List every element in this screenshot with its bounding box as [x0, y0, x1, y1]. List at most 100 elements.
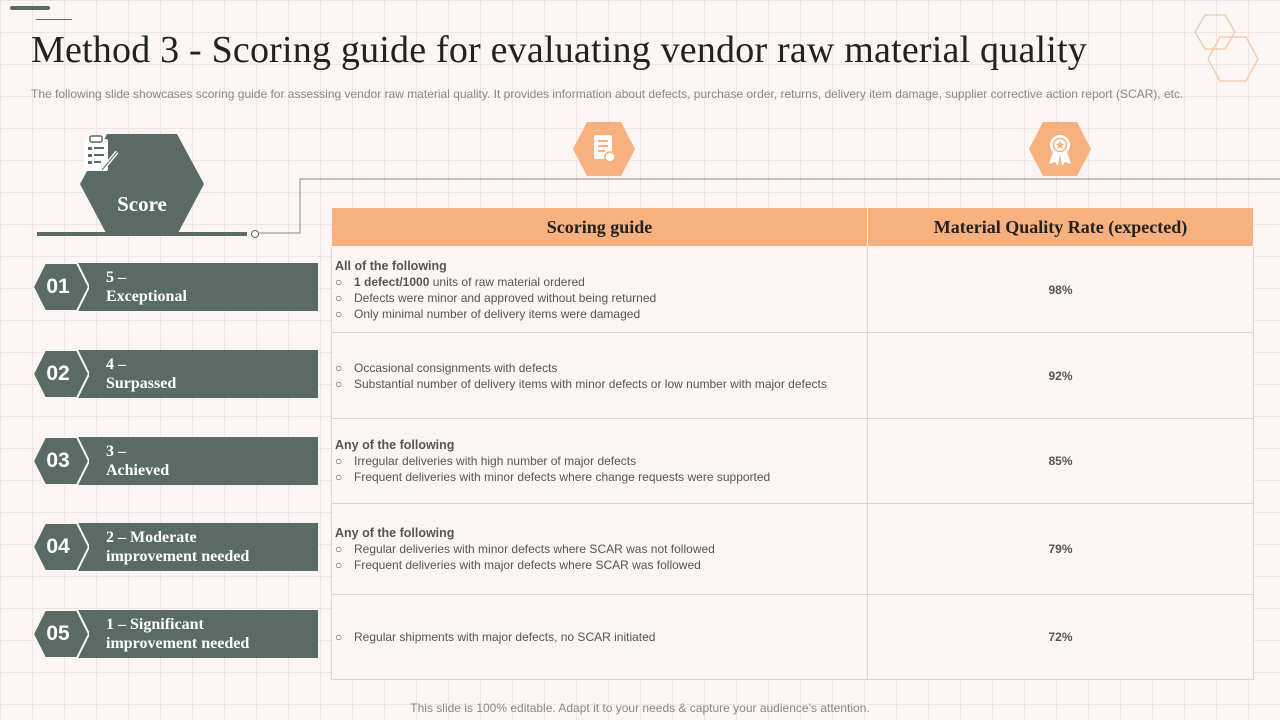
scoring-table: Scoring guide Material Quality Rate (exp… [331, 207, 1254, 680]
list-item: ○ Irregular deliveries with high number o… [335, 453, 864, 469]
score-badge: Score [80, 134, 204, 235]
level-bar [77, 350, 318, 398]
bullet-icon: ○ [335, 290, 343, 305]
score-level-5: 05 1 – Significant improvement needed [33, 610, 323, 658]
bullet-icon: ○ [335, 376, 343, 391]
bullet-bold: 1 defect/1000 [354, 274, 430, 289]
row-heading: All of the following [335, 258, 447, 273]
level-bar [77, 610, 318, 658]
level-label-line2: Surpassed [106, 375, 177, 392]
list-item: ○ Regular shipments with major defects, n… [335, 629, 864, 645]
level-hexagon [33, 437, 89, 485]
bullet-text: Frequent deliveries with major defects w… [354, 558, 701, 572]
level-bar [77, 437, 318, 485]
page-subtitle: The following slide showcases scoring gu… [31, 87, 1184, 101]
bullet-text: Regular shipments with major defects, no… [354, 630, 656, 644]
rate-cell: 98% [867, 246, 1254, 333]
level-label-line2: improvement needed [106, 635, 250, 652]
bullet-icon: ○ [335, 454, 343, 468]
clipboard-pen-icon [84, 135, 119, 172]
guide-cell: ○ Regular shipments with major defects, n… [331, 594, 868, 680]
level-label: 3 – Achieved [106, 437, 316, 485]
level-number: 02 [46, 362, 70, 385]
level-bar [77, 523, 318, 571]
level-label-line1: 1 – Significant [106, 616, 204, 633]
level-bar [77, 263, 318, 311]
bullet-icon: ○ [335, 274, 343, 289]
bullet-text: Irregular deliveries with high number of… [354, 454, 637, 468]
level-hexagon [33, 350, 89, 398]
level-hexagon [33, 610, 89, 658]
score-underline [37, 232, 247, 236]
level-label-line1: 3 – [106, 443, 126, 460]
score-level-3: 03 3 – Achieved [33, 437, 323, 485]
row-heading: Any of the following [335, 526, 455, 540]
footer-note: This slide is 100% editable. Adapt it to… [410, 701, 870, 715]
top-accent-bar [10, 6, 50, 10]
connector-line [258, 178, 1280, 234]
list-item: ○ Only minimal number of delivery items w… [335, 306, 864, 322]
connector-dot [251, 230, 259, 238]
guide-cell: Any of the following ○ Regular deliveries… [331, 503, 868, 595]
level-label: 1 – Significant improvement needed [106, 610, 316, 658]
list-item: ○ Frequent deliveries with major defects … [335, 557, 864, 573]
bullet-text: Occasional consignments with defects [354, 360, 558, 375]
award-ribbon-icon [1049, 135, 1071, 166]
rate-cell: 72% [867, 594, 1254, 680]
row-heading: Any of the following [335, 438, 455, 452]
bullet-text: Defects were minor and approved without … [354, 290, 657, 305]
score-level-2: 02 4 – Surpassed [33, 350, 323, 398]
list-item: ○ 1 defect/1000 units of raw material ord… [335, 274, 864, 290]
rate-cell: 92% [867, 332, 1254, 419]
level-hexagon [33, 263, 89, 311]
level-label: 5 – Exceptional [106, 263, 316, 311]
guide-cell: All of the following ○ 1 defect/1000 unit… [331, 246, 868, 333]
score-level-4: 04 2 – Moderate improvement needed [33, 523, 323, 571]
list-item: ○ Frequent deliveries with minor defects … [335, 469, 864, 485]
level-label-line1: 5 – [106, 269, 126, 286]
level-label: 4 – Surpassed [106, 350, 316, 398]
bullet-icon: ○ [335, 306, 343, 321]
bullet-text: Frequent deliveries with minor defects w… [354, 470, 771, 484]
level-number: 04 [46, 535, 70, 558]
rate-cell: 79% [867, 503, 1254, 595]
bullet-text: Only minimal number of delivery items we… [354, 306, 641, 321]
level-label: 2 – Moderate improvement needed [106, 523, 316, 571]
hexagon-decoration [1194, 14, 1259, 82]
table-row: ○ Regular shipments with major defects, n… [331, 594, 1254, 680]
table-row: Any of the following ○ Regular deliveries… [331, 503, 1254, 595]
table-row: All of the following ○ 1 defect/1000 unit… [331, 246, 1254, 333]
score-level-1: 01 5 – Exceptional [33, 263, 323, 311]
top-accent-line [36, 19, 72, 20]
list-item: ○ Substantial number of delivery items wi… [335, 376, 864, 392]
header-quality-rate: Material Quality Rate (expected) [867, 207, 1254, 247]
quality-rate-badge [1029, 122, 1091, 176]
bullet-text: Substantial number of delivery items wit… [354, 376, 827, 391]
table-header-row: Scoring guide Material Quality Rate (exp… [331, 207, 1254, 247]
list-item: ○ Occasional consignments with defects [335, 360, 864, 376]
table-row: ○ Occasional consignments with defects ○ S… [331, 332, 1254, 419]
list-item: ○ Regular deliveries with minor defects w… [335, 541, 864, 557]
level-label-line2: Achieved [106, 462, 170, 479]
level-label-line1: 4 – [106, 356, 126, 373]
bullet-icon: ○ [335, 558, 343, 572]
bullet-icon: ○ [335, 470, 343, 484]
bullet-icon: ○ [335, 360, 343, 375]
header-scoring-guide: Scoring guide [331, 207, 868, 247]
guide-cell: ○ Occasional consignments with defects ○ S… [331, 332, 868, 419]
level-label-line2: Exceptional [106, 288, 187, 305]
bullet-icon: ○ [335, 542, 343, 556]
table-row: Any of the following ○ Irregular deliveri… [331, 418, 1254, 504]
scoring-guide-badge [573, 122, 635, 176]
bullet-icon: ○ [335, 630, 343, 644]
score-label: Score [117, 192, 167, 216]
level-label-line1: 2 – Moderate [106, 529, 197, 546]
page-title: Method 3 - Scoring guide for evaluating … [31, 29, 1087, 71]
level-number: 03 [46, 449, 70, 472]
level-number: 05 [46, 622, 70, 645]
level-label-line2: improvement needed [106, 548, 250, 565]
rate-cell: 85% [867, 418, 1254, 504]
bullet-text: units of raw material ordered [429, 274, 585, 289]
bullet-text: Regular deliveries with minor defects wh… [354, 542, 715, 556]
level-hexagon [33, 523, 89, 571]
